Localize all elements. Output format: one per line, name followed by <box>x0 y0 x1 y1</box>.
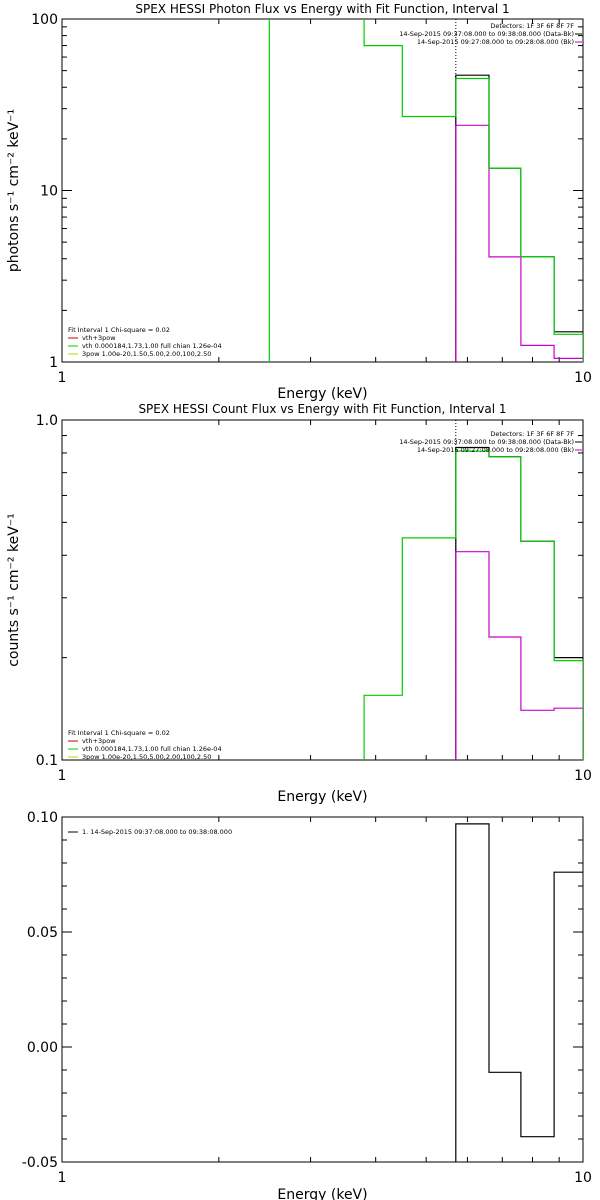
chart-photon: SPEX HESSI Photon Flux vs Energy with Fi… <box>6 2 592 402</box>
legend-entry: vth+3pow <box>82 334 116 342</box>
chart-title: SPEX HESSI Photon Flux vs Energy with Fi… <box>135 2 509 16</box>
y-tick-label: 0.10 <box>27 810 58 826</box>
info-text: 14-Sep-2015 09:27:08.000 to 09:28:08.000… <box>417 38 574 46</box>
y-tick-label: 0.00 <box>27 1040 58 1056</box>
info-text: Detectors: 1F 3F 6F 8F 7F <box>490 22 574 30</box>
legend-title: Fit Interval 1 Chi-square = 0.02 <box>68 326 170 334</box>
y-tick-label: 10 <box>40 184 58 200</box>
y-tick-label: 1.0 <box>36 413 58 429</box>
series-data-0 <box>455 74 583 362</box>
y-tick-label: -0.05 <box>22 1155 58 1171</box>
y-tick-label: 0.1 <box>36 753 58 769</box>
info-text: Detectors: 1F 3F 6F 8F 7F <box>490 430 574 438</box>
chart-residuals: 1 10 0.10 0.05 0.00 -0.05 Energy (keV) 1. 14-Se… <box>22 810 592 1200</box>
x-tick-label: 1 <box>58 1170 67 1186</box>
y-tick-label: 1 <box>49 355 58 371</box>
x-tick-label: 10 <box>574 1170 592 1186</box>
legend-entry: vth 0.000184,1.73,1.00 full chian 1.26e-… <box>82 745 222 753</box>
legend-entry: vth 0.000184,1.73,1.00 full chian 1.26e-… <box>82 342 222 350</box>
plot-frame <box>61 816 584 1163</box>
y-axis-label: counts s⁻¹ cm⁻² keV⁻¹ <box>6 513 22 667</box>
y-axis-label: photons s⁻¹ cm⁻² keV⁻¹ <box>6 109 22 272</box>
legend-entry: vth+3pow <box>82 737 116 745</box>
x-tick-label: 1 <box>58 768 67 784</box>
y-tick-label: 100 <box>31 12 58 28</box>
x-axis-label: Energy (keV) <box>277 386 367 402</box>
x-tick-label: 10 <box>574 768 592 784</box>
x-tick-label: 10 <box>574 370 592 386</box>
info-text: 14-Sep-2015 09:27:08.000 to 09:28:08.000… <box>417 446 574 454</box>
chart-count: SPEX HESSI Count Flux vs Energy with Fit… <box>6 402 592 805</box>
plot-frame <box>61 419 584 761</box>
series-background-1 <box>455 551 583 760</box>
y-tick-label: 0.05 <box>27 925 58 941</box>
plot-frame <box>61 18 584 363</box>
x-axis-label: Energy (keV) <box>277 789 367 805</box>
legend-entry: 3pow 1.00e-20,1.50,5.00,2.00,100,2.50 <box>82 350 211 358</box>
series-background-1 <box>455 124 583 362</box>
info-text: 14-Sep-2015 09:37:08.000 to 09:38:08.000… <box>399 30 574 38</box>
legend-title: Fit Interval 1 Chi-square = 0.02 <box>68 729 170 737</box>
x-tick-label: 1 <box>58 370 67 386</box>
series-residual-0 <box>455 823 583 1162</box>
chart-title: SPEX HESSI Count Flux vs Energy with Fit… <box>138 402 506 416</box>
info-text: 14-Sep-2015 09:37:08.000 to 09:38:08.000… <box>399 438 574 446</box>
x-axis-label: Energy (keV) <box>277 1187 367 1200</box>
series-data-0 <box>455 446 583 760</box>
series-model-3 <box>363 19 583 362</box>
legend-entry: 1. 14-Sep-2015 09:37:08.000 to 09:38:08.… <box>82 828 232 836</box>
series-model-2 <box>363 450 583 760</box>
legend-entry: 3pow 1.00e-20,1.50,5.00,2.00,100,2.50 <box>82 753 211 761</box>
